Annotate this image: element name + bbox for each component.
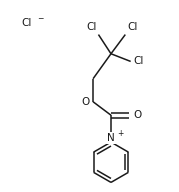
Text: Cl: Cl — [86, 22, 96, 31]
Text: −: − — [38, 14, 44, 23]
Text: +: + — [117, 129, 123, 138]
Text: N: N — [107, 133, 115, 143]
Text: Cl: Cl — [134, 56, 144, 66]
Text: O: O — [134, 110, 142, 120]
Text: O: O — [81, 97, 89, 107]
Text: Cl: Cl — [21, 18, 32, 28]
Text: Cl: Cl — [127, 22, 138, 31]
